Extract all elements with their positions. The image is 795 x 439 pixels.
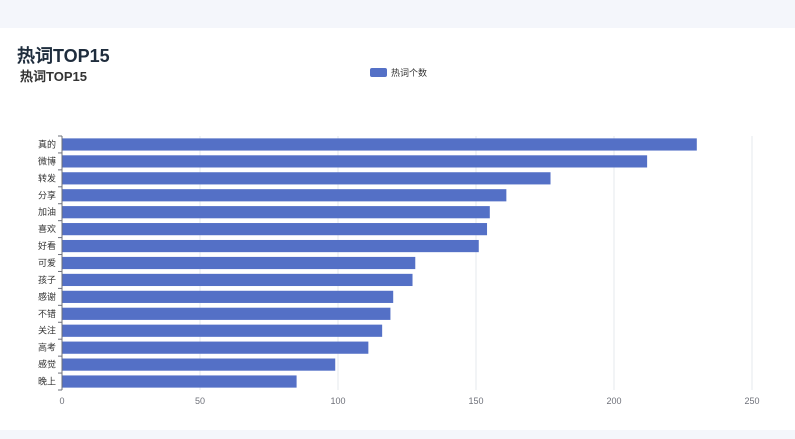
x-tick-label: 0 <box>59 396 64 406</box>
y-tick-label: 微博 <box>38 155 56 166</box>
page-title: 热词TOP15 <box>17 46 110 66</box>
y-tick-label: 关注 <box>38 325 56 336</box>
bar[interactable] <box>62 206 490 219</box>
bar[interactable] <box>62 138 697 151</box>
y-tick-label: 晚上 <box>38 377 56 387</box>
y-tick-label: 孩子 <box>38 274 56 285</box>
y-tick-label: 感谢 <box>38 291 56 302</box>
y-tick-label: 转发 <box>38 172 56 183</box>
y-tick-label: 喜欢 <box>38 223 56 234</box>
x-tick-label: 200 <box>606 396 621 406</box>
y-tick-label: 可爱 <box>38 258 56 268</box>
bar[interactable] <box>62 324 383 337</box>
y-tick-label: 加油 <box>38 206 56 217</box>
x-tick-label: 100 <box>330 396 345 406</box>
x-tick-label: 250 <box>744 396 759 406</box>
y-tick-label: 感觉 <box>38 359 56 370</box>
y-tick-label: 真的 <box>38 138 56 149</box>
bars <box>62 138 697 388</box>
y-tick-label: 不错 <box>38 308 56 319</box>
bar[interactable] <box>62 273 413 287</box>
legend[interactable]: 热词个数 <box>370 66 427 79</box>
x-tick-label: 50 <box>195 396 205 406</box>
legend-swatch <box>370 68 387 77</box>
axes: 0 50 100 150 200 250 真的微博转发分享加油喜欢好看可爱孩子感谢不错关注高… <box>38 135 760 406</box>
legend-label: 热词个数 <box>391 68 428 78</box>
y-tick-label: 分享 <box>38 189 56 200</box>
y-tick-label: 高考 <box>38 342 56 353</box>
bar[interactable] <box>62 358 336 371</box>
bar[interactable] <box>62 223 488 236</box>
bar[interactable] <box>62 172 551 185</box>
bar[interactable] <box>62 256 416 270</box>
bar[interactable] <box>62 341 369 354</box>
bar[interactable] <box>62 239 479 253</box>
bar[interactable] <box>62 155 648 168</box>
bar[interactable] <box>62 307 391 320</box>
bar[interactable] <box>62 189 507 202</box>
y-tick-label: 好看 <box>38 240 56 251</box>
chart-title: 热词TOP15 <box>20 69 87 84</box>
bar[interactable] <box>62 375 297 388</box>
x-tick-label: 150 <box>468 396 483 406</box>
bar[interactable] <box>62 290 394 303</box>
